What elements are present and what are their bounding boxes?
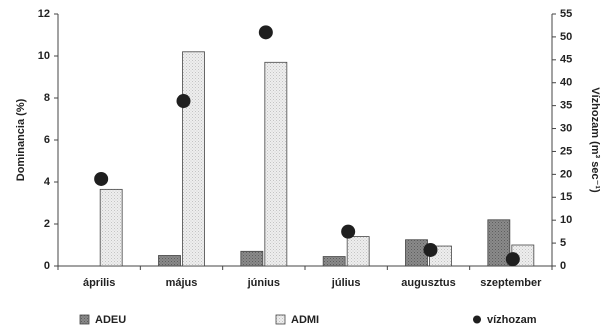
x-tick-label: augusztus xyxy=(401,277,455,289)
bar-adeu-szeptember xyxy=(487,219,511,267)
legend-label-vizhozam: vízhozam xyxy=(487,314,537,326)
bar-admi-május xyxy=(182,51,205,267)
point-vizhozam-július xyxy=(341,224,356,239)
x-tick-label: május xyxy=(166,277,198,289)
y2-tick-label: 50 xyxy=(560,31,572,43)
bar-adeu-július xyxy=(322,256,346,267)
y2-tick-label: 20 xyxy=(560,168,572,180)
y2-tick-label: 5 xyxy=(560,237,566,249)
y2-tick-label: 45 xyxy=(560,54,572,66)
x-axis-ticks: április május június július augusztus szeptem… xyxy=(57,266,553,289)
y-axis-title: Dominancia (%) xyxy=(15,98,27,181)
bar-admi-július xyxy=(346,236,370,267)
x-tick-label: július xyxy=(331,277,361,289)
bar-adeu-június xyxy=(240,250,264,267)
scatter-series-group xyxy=(94,25,520,267)
y2-tick-label: 15 xyxy=(560,191,572,203)
point-vizhozam-szeptember xyxy=(505,252,520,267)
point-vizhozam-május xyxy=(176,94,191,109)
point-vizhozam-április xyxy=(94,171,109,186)
y-tick-label: 4 xyxy=(44,176,51,188)
y-tick-label: 8 xyxy=(44,92,50,104)
y-tick-label: 6 xyxy=(44,134,50,146)
y2-tick-label: 30 xyxy=(560,122,572,134)
x-tick-label: szeptember xyxy=(480,277,542,289)
y-tick-label: 12 xyxy=(38,8,50,20)
y-tick-label: 0 xyxy=(44,260,50,272)
y2-axis-title: Vízhozam (m³ sec⁻¹) xyxy=(589,87,601,193)
point-vizhozam-június xyxy=(258,25,273,40)
legend: ADEU ADMI vízhozam xyxy=(79,314,537,326)
y2-tick-label: 35 xyxy=(560,100,572,112)
y2-tick-label: 40 xyxy=(560,77,572,89)
point-vizhozam-augusztus xyxy=(423,242,438,257)
left-axis-ticks: 0 2 4 6 8 10 12 xyxy=(38,8,58,272)
legend-swatch-admi xyxy=(275,314,286,325)
legend-label-admi: ADMI xyxy=(291,314,319,326)
y2-tick-label: 0 xyxy=(560,260,566,272)
legend-label-adeu: ADEU xyxy=(95,314,126,326)
bar-adeu-május xyxy=(158,255,181,267)
legend-swatch-adeu xyxy=(79,314,90,325)
bar-admi-április xyxy=(99,188,123,267)
x-tick-label: április xyxy=(83,277,115,289)
x-tick-label: június xyxy=(247,277,280,289)
y-tick-label: 2 xyxy=(44,218,50,230)
y2-tick-label: 10 xyxy=(560,214,572,226)
bar-admi-június xyxy=(264,61,288,267)
y2-tick-label: 25 xyxy=(560,145,572,157)
right-axis-ticks: 0 5 10 15 20 25 30 35 40 45 50 55 xyxy=(552,8,572,272)
legend-marker-vizhozam xyxy=(473,315,481,324)
bar-series-group xyxy=(99,51,535,267)
y-tick-label: 10 xyxy=(38,50,50,62)
y2-tick-label: 55 xyxy=(560,8,572,20)
